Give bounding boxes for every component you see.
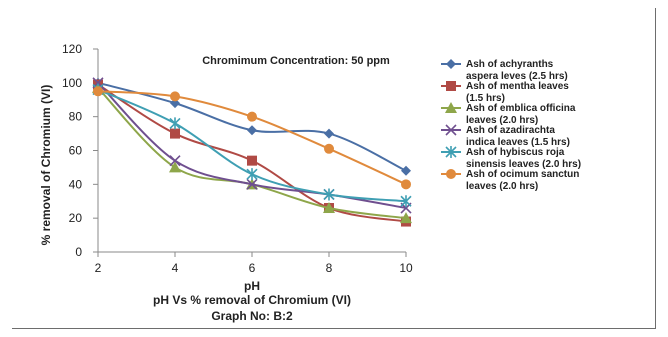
y-tick-label: 100 — [62, 76, 82, 90]
legend-label: Ash of ocimum sanctun — [466, 169, 579, 180]
legend-swatch-marker — [445, 146, 457, 158]
data-point — [400, 195, 412, 208]
series-6 — [93, 86, 411, 190]
y-tick-label: 0 — [75, 245, 82, 259]
data-point — [324, 128, 334, 139]
data-point — [247, 125, 257, 136]
data-point — [323, 202, 335, 214]
y-tick-label: 20 — [69, 211, 83, 225]
legend-swatch-marker — [446, 59, 456, 69]
x-tick-label: 4 — [172, 261, 179, 275]
legend-swatch-marker — [446, 81, 456, 91]
data-point — [323, 188, 335, 201]
y-axis-label: % removal of Chromium (VI) — [39, 85, 53, 246]
data-point — [324, 143, 334, 154]
data-point — [247, 111, 257, 122]
legend-label: (1.5 hrs) — [466, 93, 505, 104]
data-point — [169, 155, 181, 167]
series-line — [97, 83, 407, 223]
y-tick-label: 80 — [69, 110, 83, 124]
x-tick-label: 2 — [95, 261, 102, 275]
legend-label: Ash of mentha leaves — [466, 81, 569, 92]
caption-line-1: pH Vs % removal of Chromium (VI) — [153, 293, 351, 307]
legend-label: Ash of emblica officina — [466, 103, 576, 114]
data-point — [170, 128, 180, 139]
x-tick-label: 8 — [326, 261, 333, 275]
data-point — [246, 168, 258, 181]
x-axis-label: pH — [244, 279, 260, 293]
legend-entry: Ash of mentha leaves(1.5 hrs) — [441, 81, 569, 104]
caption-line-2: Graph No: B:2 — [211, 309, 293, 323]
x-tick-label: 6 — [249, 261, 256, 275]
legend-label: Ash of azadirachta — [466, 125, 555, 136]
data-point — [246, 178, 258, 190]
legend-swatch-marker — [445, 102, 457, 113]
legend-label: sinensis leaves (2.0 hrs) — [466, 159, 581, 170]
data-point — [169, 117, 181, 130]
data-point — [170, 91, 180, 102]
y-tick-label: 120 — [62, 42, 82, 56]
data-point — [401, 165, 411, 176]
data-point — [401, 179, 411, 190]
data-point — [400, 212, 412, 224]
data-point — [169, 161, 181, 173]
y-tick-label: 40 — [69, 177, 83, 191]
data-point — [93, 86, 103, 97]
legend-label: indica leaves (1.5 hrs) — [466, 137, 570, 148]
legend-label: Ash of achyranths — [466, 59, 554, 70]
plot-area — [92, 77, 412, 227]
legend-label: leaves (2.0 hrs) — [466, 115, 538, 126]
chart-frame — [12, 8, 656, 329]
y-tick-label: 60 — [69, 144, 83, 158]
legend-label: aspera leves (2.5 hrs) — [466, 71, 568, 82]
data-point — [247, 155, 257, 166]
legend-label: Ash of hybiscus roja — [466, 147, 565, 158]
series-4 — [92, 77, 412, 214]
legend-swatch-marker — [445, 124, 457, 136]
series-3 — [92, 81, 412, 224]
chart-title: Chromimum Concentration: 50 ppm — [202, 55, 390, 67]
x-tick-label: 10 — [399, 261, 413, 275]
legend-swatch-marker — [446, 169, 456, 179]
legend-label: leaves (2.0 hrs) — [466, 181, 538, 192]
series-2 — [93, 79, 411, 227]
axes: 0 20 40 60 80 100 120 2 4 6 8 10 — [62, 42, 413, 275]
